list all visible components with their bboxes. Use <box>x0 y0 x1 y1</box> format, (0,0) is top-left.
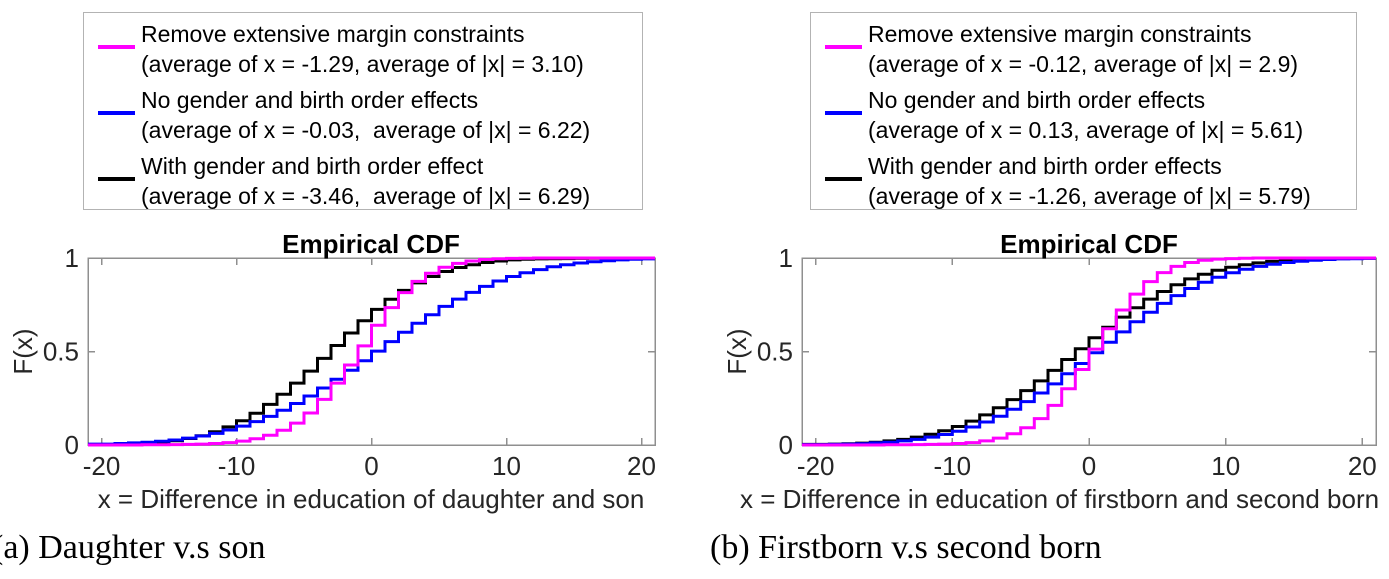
x-tick-label: 10 <box>1211 451 1240 481</box>
legend-label: With gender and birth order effect <box>141 153 484 179</box>
x-tick-label: 10 <box>492 451 521 481</box>
y-tick-label: 0.5 <box>43 337 79 367</box>
caption-b: (b) Firstborn v.s second born <box>710 529 1102 566</box>
y-axis-label: F(x) <box>722 328 752 374</box>
caption-a: (a) Daughter v.s son <box>0 529 266 566</box>
y-tick-label: 0 <box>779 430 793 460</box>
y-tick-label: 1 <box>65 243 79 273</box>
legend-sublabel: (average of x = -1.29, average of |x| = … <box>141 51 584 77</box>
legend-label: No gender and birth order effects <box>868 87 1206 113</box>
y-tick-label: 0.5 <box>757 337 793 367</box>
legend-entry: With gender and birth order effect (aver… <box>84 151 642 211</box>
legend-line-sample-blue-icon <box>98 111 135 115</box>
x-axis-label: x = Difference in education of firstborn… <box>740 484 1379 514</box>
cdf-chart-daughter-vs-son: -20 -10 0 10 20 0 0.5 1 Empirical CDF x = Differe… <box>8 229 656 514</box>
x-tick-label: -20 <box>797 451 835 481</box>
cdf-curve <box>802 256 1376 447</box>
legend-entry: No gender and birth order effects (avera… <box>84 85 642 145</box>
x-tick-label: -20 <box>83 451 121 481</box>
y-tick-label: 0 <box>65 430 79 460</box>
legend-sublabel: (average of x = 0.13, average of |x| = 5… <box>868 117 1304 143</box>
legend-line-sample-blue-icon <box>825 111 862 115</box>
legend-sublabel: (average of x = -1.26, average of |x| = … <box>868 183 1311 209</box>
x-tick-label: 20 <box>1348 451 1377 481</box>
cdf-curve <box>88 257 655 446</box>
legend-sublabel: (average of x = -0.12, average of |x| = … <box>868 51 1299 77</box>
cdf-curve <box>88 256 655 447</box>
legend-entry: With gender and birth order effects (ave… <box>811 151 1356 211</box>
y-tick-label: 1 <box>779 243 793 273</box>
legend-entry: Remove extensive margin constraints (ave… <box>811 19 1356 79</box>
legend-line-sample-black-icon <box>98 177 135 181</box>
legend-box-right: Remove extensive margin constraints (ave… <box>810 12 1357 210</box>
legend-entry: Remove extensive margin constraints (ave… <box>84 19 642 79</box>
legend-line-sample-magenta-icon <box>825 45 862 49</box>
x-tick-label: -10 <box>218 451 256 481</box>
legend-line-sample-magenta-icon <box>98 45 135 49</box>
legend-label: Remove extensive margin constraints <box>141 21 525 47</box>
legend-label: Remove extensive margin constraints <box>868 21 1252 47</box>
chart-title: Empirical CDF <box>1000 229 1178 259</box>
legend-sublabel: (average of x = -0.03, average of |x| = … <box>141 117 591 143</box>
y-axis-label: F(x) <box>8 328 38 374</box>
legend-entry: No gender and birth order effects (avera… <box>811 85 1356 145</box>
x-tick-label: 0 <box>1082 451 1096 481</box>
legend-label: With gender and birth order effects <box>868 153 1222 179</box>
cdf-curve <box>802 256 1376 447</box>
x-tick-label: 0 <box>364 451 378 481</box>
x-tick-label: 20 <box>627 451 656 481</box>
legend-sublabel: (average of x = -3.46, average of |x| = … <box>141 183 591 209</box>
x-tick-label: -10 <box>934 451 972 481</box>
x-axis-label: x = Difference in education of daughter … <box>98 484 645 514</box>
legend-line-sample-black-icon <box>825 177 862 181</box>
legend-box-left: Remove extensive margin constraints (ave… <box>83 12 643 210</box>
cdf-chart-firstborn-vs-secondborn: -20 -10 0 10 20 0 0.5 1 Empirical CDF x = Differe… <box>722 229 1379 514</box>
legend-label: No gender and birth order effects <box>141 87 479 113</box>
chart-title: Empirical CDF <box>282 229 460 259</box>
